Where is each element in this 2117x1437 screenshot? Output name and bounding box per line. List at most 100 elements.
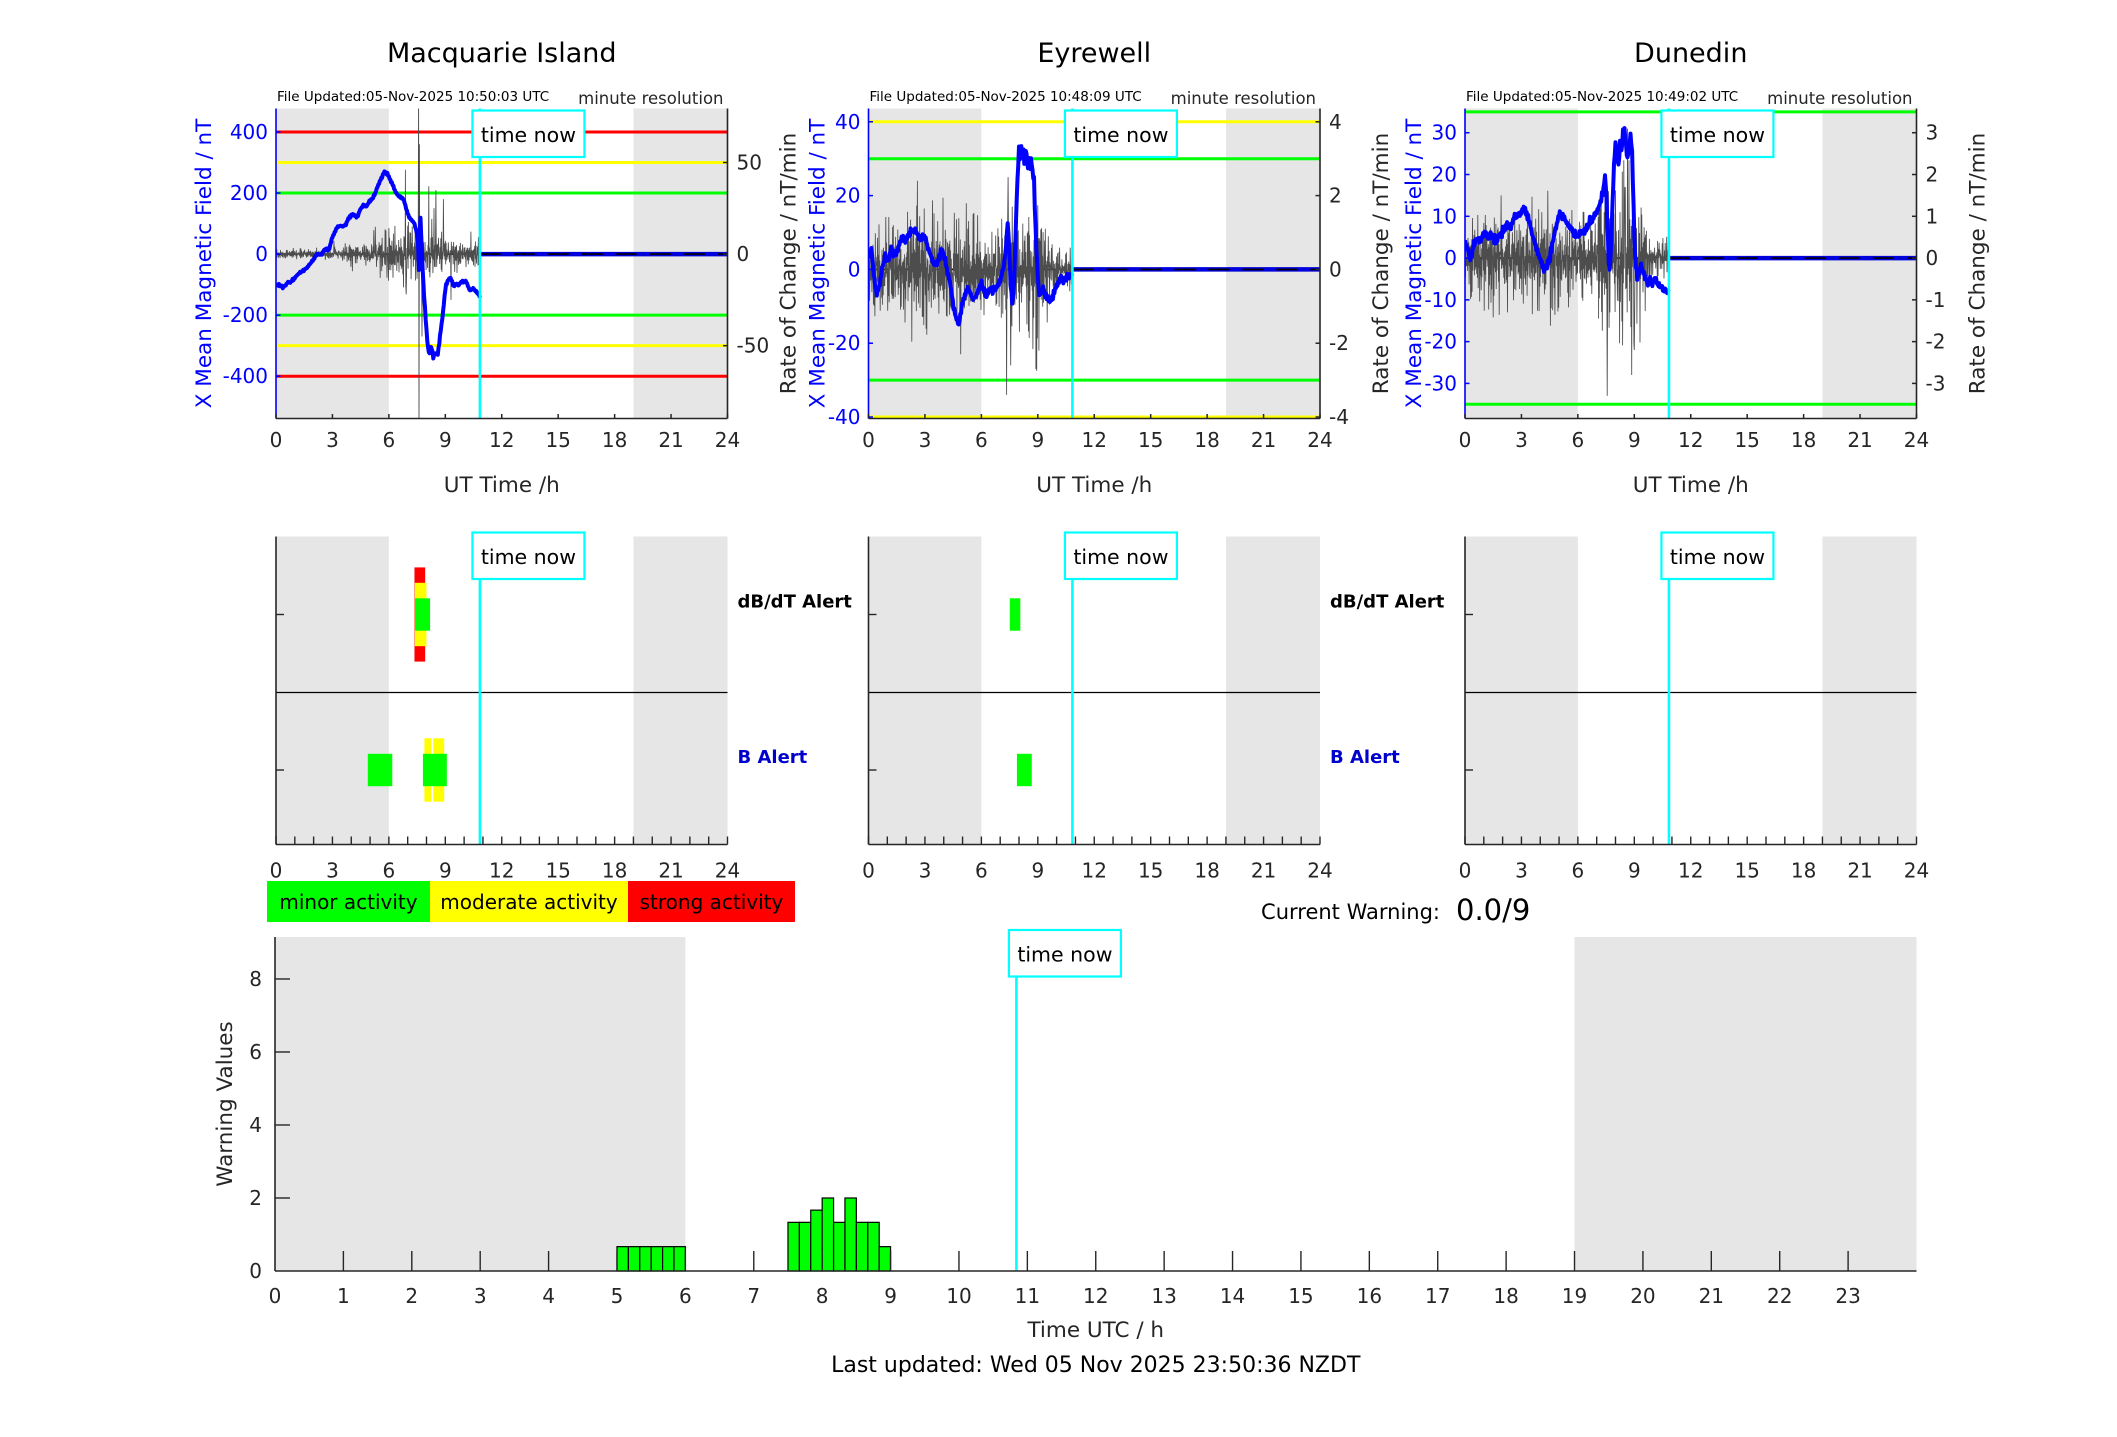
x-tick-label: 8 bbox=[816, 1284, 829, 1308]
x-tick-label: 9 bbox=[1628, 428, 1641, 452]
warning-bar bbox=[673, 1246, 686, 1272]
b-alert-row-label: B Alert bbox=[738, 747, 808, 768]
night-band bbox=[1225, 108, 1320, 419]
alert-panel-macquarie-island: 0 3 6 9 12 15 18 21 24 dB/dT Alert B Alert time now bbox=[270, 531, 852, 883]
last-updated-footer: Last updated: Wed 05 Nov 2025 23:50:36 N… bbox=[831, 1353, 1361, 1378]
warning-bar bbox=[810, 1209, 823, 1272]
y-tick-label-right: 1 bbox=[1926, 204, 1939, 228]
x-tick-label: 24 bbox=[1307, 428, 1332, 452]
y-tick-label-right: -2 bbox=[1329, 331, 1349, 355]
time-now-label: time now bbox=[481, 123, 576, 147]
y-tick-label-left: -20 bbox=[1424, 330, 1457, 354]
y-axis-label-right: Rate of Change / nT/min bbox=[777, 133, 802, 394]
curves bbox=[1465, 126, 1917, 396]
x-tick-label: 18 bbox=[602, 428, 627, 452]
file-updated-note: File Updated:05-Nov-2025 10:49:02 UTC bbox=[1466, 89, 1738, 105]
x-tick-label: 3 bbox=[1515, 428, 1528, 452]
y-tick-label: 8 bbox=[249, 967, 262, 991]
night-band bbox=[275, 937, 686, 1271]
station-title: Macquarie Island bbox=[387, 38, 617, 69]
x-tick-label: 24 bbox=[1904, 859, 1929, 883]
time-now-box bbox=[1660, 109, 1775, 159]
y-axis-label: Warning Values bbox=[213, 1021, 238, 1186]
time-now-label: time now bbox=[1017, 943, 1112, 967]
x-tick-label: 3 bbox=[326, 859, 339, 883]
x-tick-label: 6 bbox=[1572, 859, 1585, 883]
y-tick-label-left: -40 bbox=[828, 405, 861, 429]
y-tick-label-left: 0 bbox=[848, 257, 861, 281]
y-tick-label-right: -50 bbox=[737, 334, 770, 358]
station-panel-dunedin: 0 3 6 9 12 15 18 21 24-30-20-100102030-3-2-10123… bbox=[1402, 38, 1991, 498]
magnetic-field-curve bbox=[868, 144, 1075, 327]
y-tick-label-right: 2 bbox=[1926, 163, 1939, 187]
x-axis-label: UT Time /h bbox=[1633, 473, 1749, 498]
x-tick-label: 6 bbox=[679, 1284, 692, 1308]
x-tick-label: 0 bbox=[862, 859, 875, 883]
station-title: Dunedin bbox=[1634, 38, 1747, 69]
x-tick-label: 3 bbox=[474, 1284, 487, 1308]
y-tick-label-left: 20 bbox=[1432, 163, 1457, 187]
x-tick-label: 12 bbox=[489, 859, 514, 883]
night-band bbox=[1822, 536, 1917, 845]
y-axis-label-left: X Mean Magnetic Field / nT bbox=[806, 118, 831, 408]
time-now-box bbox=[1063, 531, 1179, 581]
warning-bar bbox=[661, 1246, 675, 1272]
dbdt-alert-row-label: dB/dT Alert bbox=[1330, 592, 1445, 613]
x-tick-label: 0 bbox=[1459, 428, 1472, 452]
x-tick-label: 21 bbox=[1251, 859, 1276, 883]
x-tick-label: 16 bbox=[1357, 1284, 1382, 1308]
warning-bar bbox=[821, 1197, 835, 1272]
x-tick-label: 2 bbox=[405, 1284, 418, 1308]
x-tick-label: 15 bbox=[545, 859, 570, 883]
x-tick-label: 24 bbox=[1307, 859, 1332, 883]
night-band bbox=[276, 108, 389, 419]
dbdt-alert-marker-minor bbox=[415, 598, 431, 631]
b-alert-marker-minor bbox=[1016, 753, 1032, 787]
y-tick-label-right: 2 bbox=[1329, 184, 1342, 208]
x-tick-label: 0 bbox=[862, 428, 875, 452]
x-tick-label: 12 bbox=[1678, 428, 1703, 452]
time-now-label: time now bbox=[1073, 123, 1168, 147]
y-tick-label: 2 bbox=[249, 1186, 262, 1210]
x-tick-label: 0 bbox=[1459, 859, 1472, 883]
x-tick-label: 6 bbox=[975, 859, 988, 883]
x-tick-label: 3 bbox=[919, 428, 932, 452]
x-tick-label: 18 bbox=[1194, 428, 1219, 452]
x-tick-label: 12 bbox=[1083, 1284, 1108, 1308]
time-now-annotation: time now bbox=[1660, 109, 1775, 159]
x-tick-label: 3 bbox=[326, 428, 339, 452]
x-tick-label: 17 bbox=[1425, 1284, 1450, 1308]
y-tick-label: 0 bbox=[249, 1259, 262, 1283]
x-tick-label: 18 bbox=[1194, 859, 1219, 883]
x-tick-label: 6 bbox=[1572, 428, 1585, 452]
x-tick-label: 15 bbox=[1288, 1284, 1313, 1308]
y-tick-label-left: 10 bbox=[1432, 204, 1457, 228]
file-updated-note: File Updated:05-Nov-2025 10:50:03 UTC bbox=[277, 89, 549, 105]
x-tick-label: 21 bbox=[1847, 428, 1872, 452]
time-now-annotation: time now bbox=[1063, 531, 1179, 581]
x-tick-label: 18 bbox=[1493, 1284, 1518, 1308]
x-tick-label: 6 bbox=[383, 428, 396, 452]
station-title: Eyrewell bbox=[1037, 38, 1151, 69]
time-now-label: time now bbox=[1670, 545, 1765, 569]
night-band bbox=[1822, 108, 1917, 419]
legend-swatch-strong bbox=[628, 881, 795, 922]
x-tick-label: 9 bbox=[884, 1284, 897, 1308]
x-axis-label: UT Time /h bbox=[444, 473, 560, 498]
y-tick-label-left: 40 bbox=[835, 110, 860, 134]
x-tick-label: 14 bbox=[1220, 1284, 1245, 1308]
file-updated-note: File Updated:05-Nov-2025 10:48:09 UTC bbox=[870, 89, 1142, 105]
x-tick-label: 7 bbox=[747, 1284, 760, 1308]
time-now-annotation: time now bbox=[471, 109, 586, 159]
x-tick-label: 24 bbox=[715, 428, 740, 452]
x-tick-label: 15 bbox=[1138, 859, 1163, 883]
current-warning: Current Warning: 0.0/9 bbox=[1261, 893, 1530, 927]
current-warning-value: 0.0/9 bbox=[1456, 893, 1530, 927]
y-tick-label-right: 0 bbox=[737, 242, 750, 266]
x-tick-label: 3 bbox=[1515, 859, 1528, 883]
x-tick-label: 3 bbox=[919, 859, 932, 883]
legend-label: strong activity bbox=[640, 890, 784, 914]
time-now-label: time now bbox=[481, 545, 576, 569]
night-band bbox=[1225, 536, 1320, 845]
